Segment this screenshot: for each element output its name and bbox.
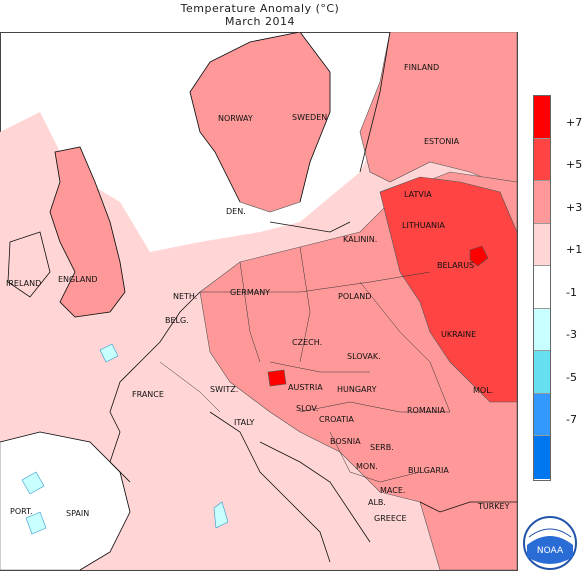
country-label-slovak: SLOVAK.	[347, 352, 381, 361]
country-label-serb: SERB.	[370, 443, 394, 452]
country-label-spain: SPAIN	[66, 509, 90, 518]
country-label-greece: GREECE	[374, 514, 407, 523]
country-label-england: ENGLAND	[58, 275, 98, 284]
map-title: Temperature Anomaly (°C)	[180, 2, 340, 15]
country-label-mace: MACE.	[380, 486, 406, 495]
color-legend	[533, 95, 551, 481]
country-borders	[159, 246, 451, 483]
legend-label: -7	[566, 413, 577, 426]
legend-swatch	[534, 308, 550, 351]
country-label-finland: FINLAND	[404, 63, 440, 72]
country-label-slov: SLOV.	[296, 404, 319, 413]
country-label-italy: ITALY	[234, 418, 255, 427]
country-label-bulgaria: BULGARIA	[408, 466, 449, 475]
country-label-mon: MON.	[356, 462, 378, 471]
country-label-ukraine: UKRAINE	[441, 330, 477, 339]
country-label-france: FRANCE	[132, 390, 164, 399]
legend-swatch	[534, 351, 550, 394]
anomaly-hotspot-belarus	[469, 245, 489, 267]
legend-label: -1	[566, 285, 577, 299]
country-label-hungary: HUNGARY	[337, 385, 377, 394]
legend-label: +3	[566, 200, 583, 214]
country-label-norway: NORWAY	[218, 114, 253, 123]
legend-label: -5	[566, 370, 577, 384]
legend-swatch	[534, 436, 550, 479]
map-subtitle: March 2014	[224, 15, 296, 28]
anomaly-region-belarus-ukraine	[379, 176, 518, 403]
country-label-mol: MOL.	[473, 386, 494, 395]
country-label-romania: ROMANIA	[407, 406, 446, 415]
country-label-switz: SWITZ.	[210, 385, 239, 394]
country-label-port: PORT.	[10, 507, 33, 516]
country-label-alb: ALB.	[368, 498, 386, 507]
legend-swatch	[534, 96, 550, 139]
legend-swatch	[534, 138, 550, 181]
legend-label: -3	[566, 328, 577, 341]
anomaly-cold-patch-iberia-2	[25, 511, 47, 535]
noaa-logo: NOAA	[523, 516, 577, 570]
anomaly-hotspot-austria	[267, 369, 287, 387]
country-label-czech: CZECH.	[292, 338, 323, 347]
anomaly-cold-patch-iberia	[21, 471, 45, 495]
coastlines	[0, 32, 517, 571]
country-label-croatia: CROATIA	[319, 415, 354, 424]
europe-anomaly-map	[0, 32, 518, 571]
country-label-latvia: LATVIA	[404, 190, 432, 199]
anomaly-cold-patch-france	[99, 343, 119, 363]
legend-label: +7	[566, 115, 583, 129]
legend-label: +1	[566, 243, 583, 256]
country-label-neth: NETH.	[173, 292, 198, 301]
legend-label: +5	[566, 158, 583, 171]
country-label-ireland: IRELAND	[6, 279, 42, 288]
country-label-lithuania: LITHUANIA	[402, 221, 445, 230]
legend-swatch	[534, 266, 550, 309]
anomaly-cold-patch-corsica	[213, 501, 229, 529]
legend-swatch	[534, 181, 550, 224]
legend-swatch	[534, 223, 550, 266]
country-label-austria: AUSTRIA	[288, 383, 323, 392]
country-label-poland: POLAND	[338, 292, 372, 301]
country-label-kalinin: KALININ.	[343, 235, 378, 244]
country-label-sweden: SWEDEN	[292, 113, 328, 122]
country-label-bosnia: BOSNIA	[330, 437, 361, 446]
country-label-belg: BELG.	[165, 316, 189, 325]
country-label-germany: GERMANY	[230, 288, 271, 297]
legend-swatch	[534, 393, 550, 436]
country-label-belarus: BELARUS	[437, 261, 475, 270]
country-label-estonia: ESTONIA	[424, 137, 460, 146]
country-label-turkey: TURKEY	[478, 502, 510, 511]
country-label-den: DEN.	[226, 207, 246, 216]
noaa-logo-text: NOAA	[537, 546, 564, 556]
